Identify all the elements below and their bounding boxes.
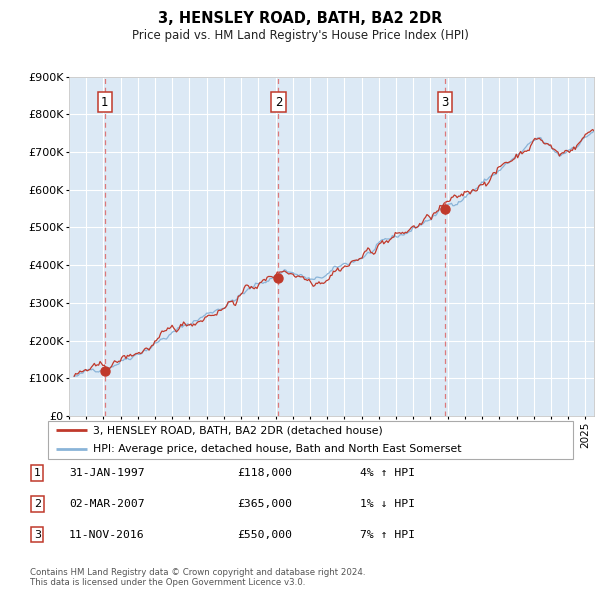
Text: Price paid vs. HM Land Registry's House Price Index (HPI): Price paid vs. HM Land Registry's House …: [131, 30, 469, 42]
Text: 3, HENSLEY ROAD, BATH, BA2 2DR: 3, HENSLEY ROAD, BATH, BA2 2DR: [158, 11, 442, 25]
FancyBboxPatch shape: [48, 421, 573, 459]
Text: 4% ↑ HPI: 4% ↑ HPI: [360, 468, 415, 478]
Text: 11-NOV-2016: 11-NOV-2016: [69, 530, 145, 539]
Text: Contains HM Land Registry data © Crown copyright and database right 2024.
This d: Contains HM Land Registry data © Crown c…: [30, 568, 365, 587]
Text: 1: 1: [34, 468, 41, 478]
Text: 3: 3: [442, 96, 449, 109]
Text: 02-MAR-2007: 02-MAR-2007: [69, 499, 145, 509]
Text: £550,000: £550,000: [237, 530, 292, 539]
Text: 2: 2: [34, 499, 41, 509]
Text: 2: 2: [275, 96, 282, 109]
Text: £365,000: £365,000: [237, 499, 292, 509]
Text: £118,000: £118,000: [237, 468, 292, 478]
Text: 3: 3: [34, 530, 41, 539]
Text: HPI: Average price, detached house, Bath and North East Somerset: HPI: Average price, detached house, Bath…: [92, 444, 461, 454]
Text: 1% ↓ HPI: 1% ↓ HPI: [360, 499, 415, 509]
Text: 3, HENSLEY ROAD, BATH, BA2 2DR (detached house): 3, HENSLEY ROAD, BATH, BA2 2DR (detached…: [92, 425, 382, 435]
Text: 31-JAN-1997: 31-JAN-1997: [69, 468, 145, 478]
Text: 7% ↑ HPI: 7% ↑ HPI: [360, 530, 415, 539]
Text: 1: 1: [101, 96, 109, 109]
